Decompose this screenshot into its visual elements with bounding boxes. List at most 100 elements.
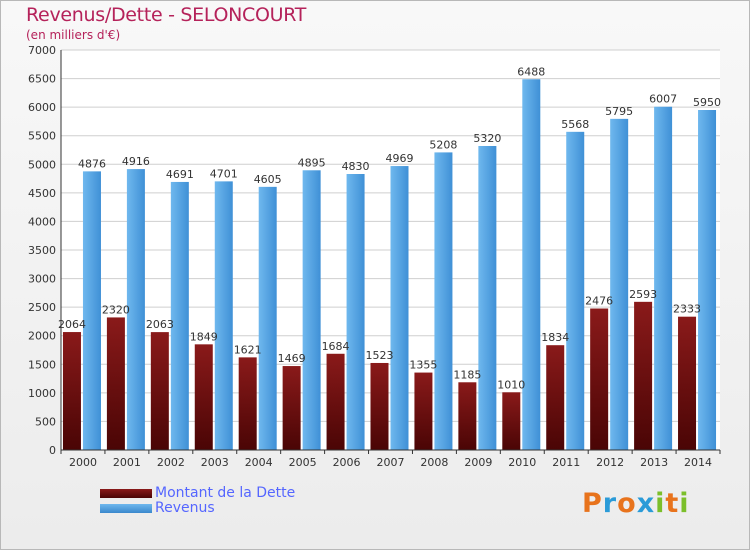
chart-title: Revenus/Dette - SELONCOURT xyxy=(26,4,307,26)
y-tick-label: 5000 xyxy=(28,158,56,171)
y-tick-label: 3000 xyxy=(28,273,56,286)
data-label-revenus: 4830 xyxy=(342,160,370,173)
bar-dette xyxy=(370,362,389,450)
data-label-revenus: 5950 xyxy=(693,96,721,109)
legend-label-revenus: Revenus xyxy=(155,500,215,516)
data-label-dette: 1523 xyxy=(366,349,394,362)
x-tick-label: 2006 xyxy=(333,456,361,469)
y-tick-label: 2500 xyxy=(28,301,56,314)
y-tick-label: 5500 xyxy=(28,130,56,143)
data-label-revenus: 4605 xyxy=(254,173,282,186)
bar-dette xyxy=(238,357,257,450)
data-label-revenus: 6488 xyxy=(517,65,545,78)
data-label-dette: 2320 xyxy=(102,303,130,316)
data-label-dette: 1849 xyxy=(190,330,218,343)
x-tick-label: 2013 xyxy=(640,456,668,469)
x-tick-label: 2000 xyxy=(69,456,97,469)
x-tick-label: 2009 xyxy=(464,456,492,469)
x-tick-label: 2001 xyxy=(113,456,141,469)
x-tick-label: 2004 xyxy=(245,456,273,469)
y-tick-label: 4500 xyxy=(28,187,56,200)
y-tick-label: 1500 xyxy=(28,358,56,371)
x-tick-label: 2005 xyxy=(289,456,317,469)
data-label-revenus: 5795 xyxy=(605,105,633,118)
y-tick-label: 6500 xyxy=(28,73,56,86)
data-label-revenus: 4691 xyxy=(166,168,194,181)
bar-dette xyxy=(106,317,125,450)
data-label-dette: 1185 xyxy=(453,368,481,381)
data-label-dette: 2476 xyxy=(585,295,613,308)
bar-revenus xyxy=(390,166,409,451)
bar-dette xyxy=(502,392,521,450)
labels-layer: 2064 4876 2320 4916 2063 4691 1849 4701 1621 4605… xyxy=(58,65,721,391)
axis-layer: 0 500 1000 1500 2000 2500 3000 3500 4000 4500 5000… xyxy=(28,44,721,469)
bar-dette xyxy=(414,372,433,450)
bar-revenus xyxy=(258,186,277,450)
y-tick-label: 0 xyxy=(49,444,56,457)
y-tick-label: 4000 xyxy=(28,215,56,228)
y-tick-label: 7000 xyxy=(28,44,56,57)
data-label-dette: 1355 xyxy=(409,359,437,372)
bar-dette xyxy=(634,301,653,450)
bar-revenus xyxy=(478,146,497,450)
data-label-dette: 1684 xyxy=(322,340,350,353)
y-tick-label: 2000 xyxy=(28,330,56,343)
data-label-revenus: 6007 xyxy=(649,93,677,106)
bar-dette xyxy=(194,344,213,450)
data-label-revenus: 5320 xyxy=(473,132,501,145)
x-tick-label: 2011 xyxy=(552,456,580,469)
data-label-dette: 1010 xyxy=(497,378,525,391)
y-tick-label: 3500 xyxy=(28,244,56,257)
data-label-revenus: 4969 xyxy=(386,152,414,165)
data-label-revenus: 4876 xyxy=(78,157,106,170)
bar-revenus xyxy=(522,79,541,450)
data-label-dette: 1469 xyxy=(278,352,306,365)
bar-revenus xyxy=(302,170,321,451)
proxiti-logo: Proxiti xyxy=(582,488,690,519)
chart-subtitle: (en milliers d'€) xyxy=(26,28,121,42)
x-tick-label: 2008 xyxy=(420,456,448,469)
y-tick-label: 500 xyxy=(35,415,56,428)
legend-swatch-dette xyxy=(100,489,152,498)
data-label-revenus: 5208 xyxy=(429,138,457,151)
x-tick-label: 2014 xyxy=(684,456,712,469)
data-label-revenus: 4701 xyxy=(210,167,238,180)
data-label-dette: 2064 xyxy=(58,318,86,331)
legend-label-dette: Montant de la Dette xyxy=(155,485,296,501)
bar-revenus xyxy=(654,106,673,450)
bar-dette xyxy=(150,332,169,450)
data-label-dette: 2333 xyxy=(673,303,701,316)
bar-dette xyxy=(282,366,301,450)
data-label-revenus: 5568 xyxy=(561,118,589,131)
x-tick-label: 2003 xyxy=(201,456,229,469)
bar-revenus xyxy=(346,174,365,450)
bar-dette xyxy=(326,353,345,450)
bar-revenus xyxy=(434,152,453,450)
data-label-revenus: 4916 xyxy=(122,155,150,168)
data-label-dette: 2063 xyxy=(146,318,174,331)
bar-revenus xyxy=(170,181,189,450)
y-tick-label: 1000 xyxy=(28,387,56,400)
x-tick-label: 2002 xyxy=(157,456,185,469)
bar-dette xyxy=(590,308,609,450)
bars-layer xyxy=(62,79,717,451)
data-label-revenus: 4895 xyxy=(298,156,326,169)
bar-revenus xyxy=(566,131,585,451)
bar-revenus xyxy=(126,169,145,451)
legend-swatch-revenus xyxy=(100,504,152,513)
data-label-dette: 2593 xyxy=(629,288,657,301)
bar-revenus xyxy=(214,181,233,450)
bar-dette xyxy=(678,316,697,450)
data-label-dette: 1834 xyxy=(541,331,569,344)
x-tick-label: 2012 xyxy=(596,456,624,469)
bar-dette xyxy=(458,382,477,450)
x-tick-label: 2010 xyxy=(508,456,536,469)
bar-revenus xyxy=(698,110,717,450)
data-label-dette: 1621 xyxy=(234,343,262,356)
bar-revenus xyxy=(82,171,101,450)
bar-dette xyxy=(62,332,81,450)
x-tick-label: 2007 xyxy=(377,456,405,469)
bar-dette xyxy=(546,345,565,450)
bar-revenus xyxy=(610,118,629,450)
